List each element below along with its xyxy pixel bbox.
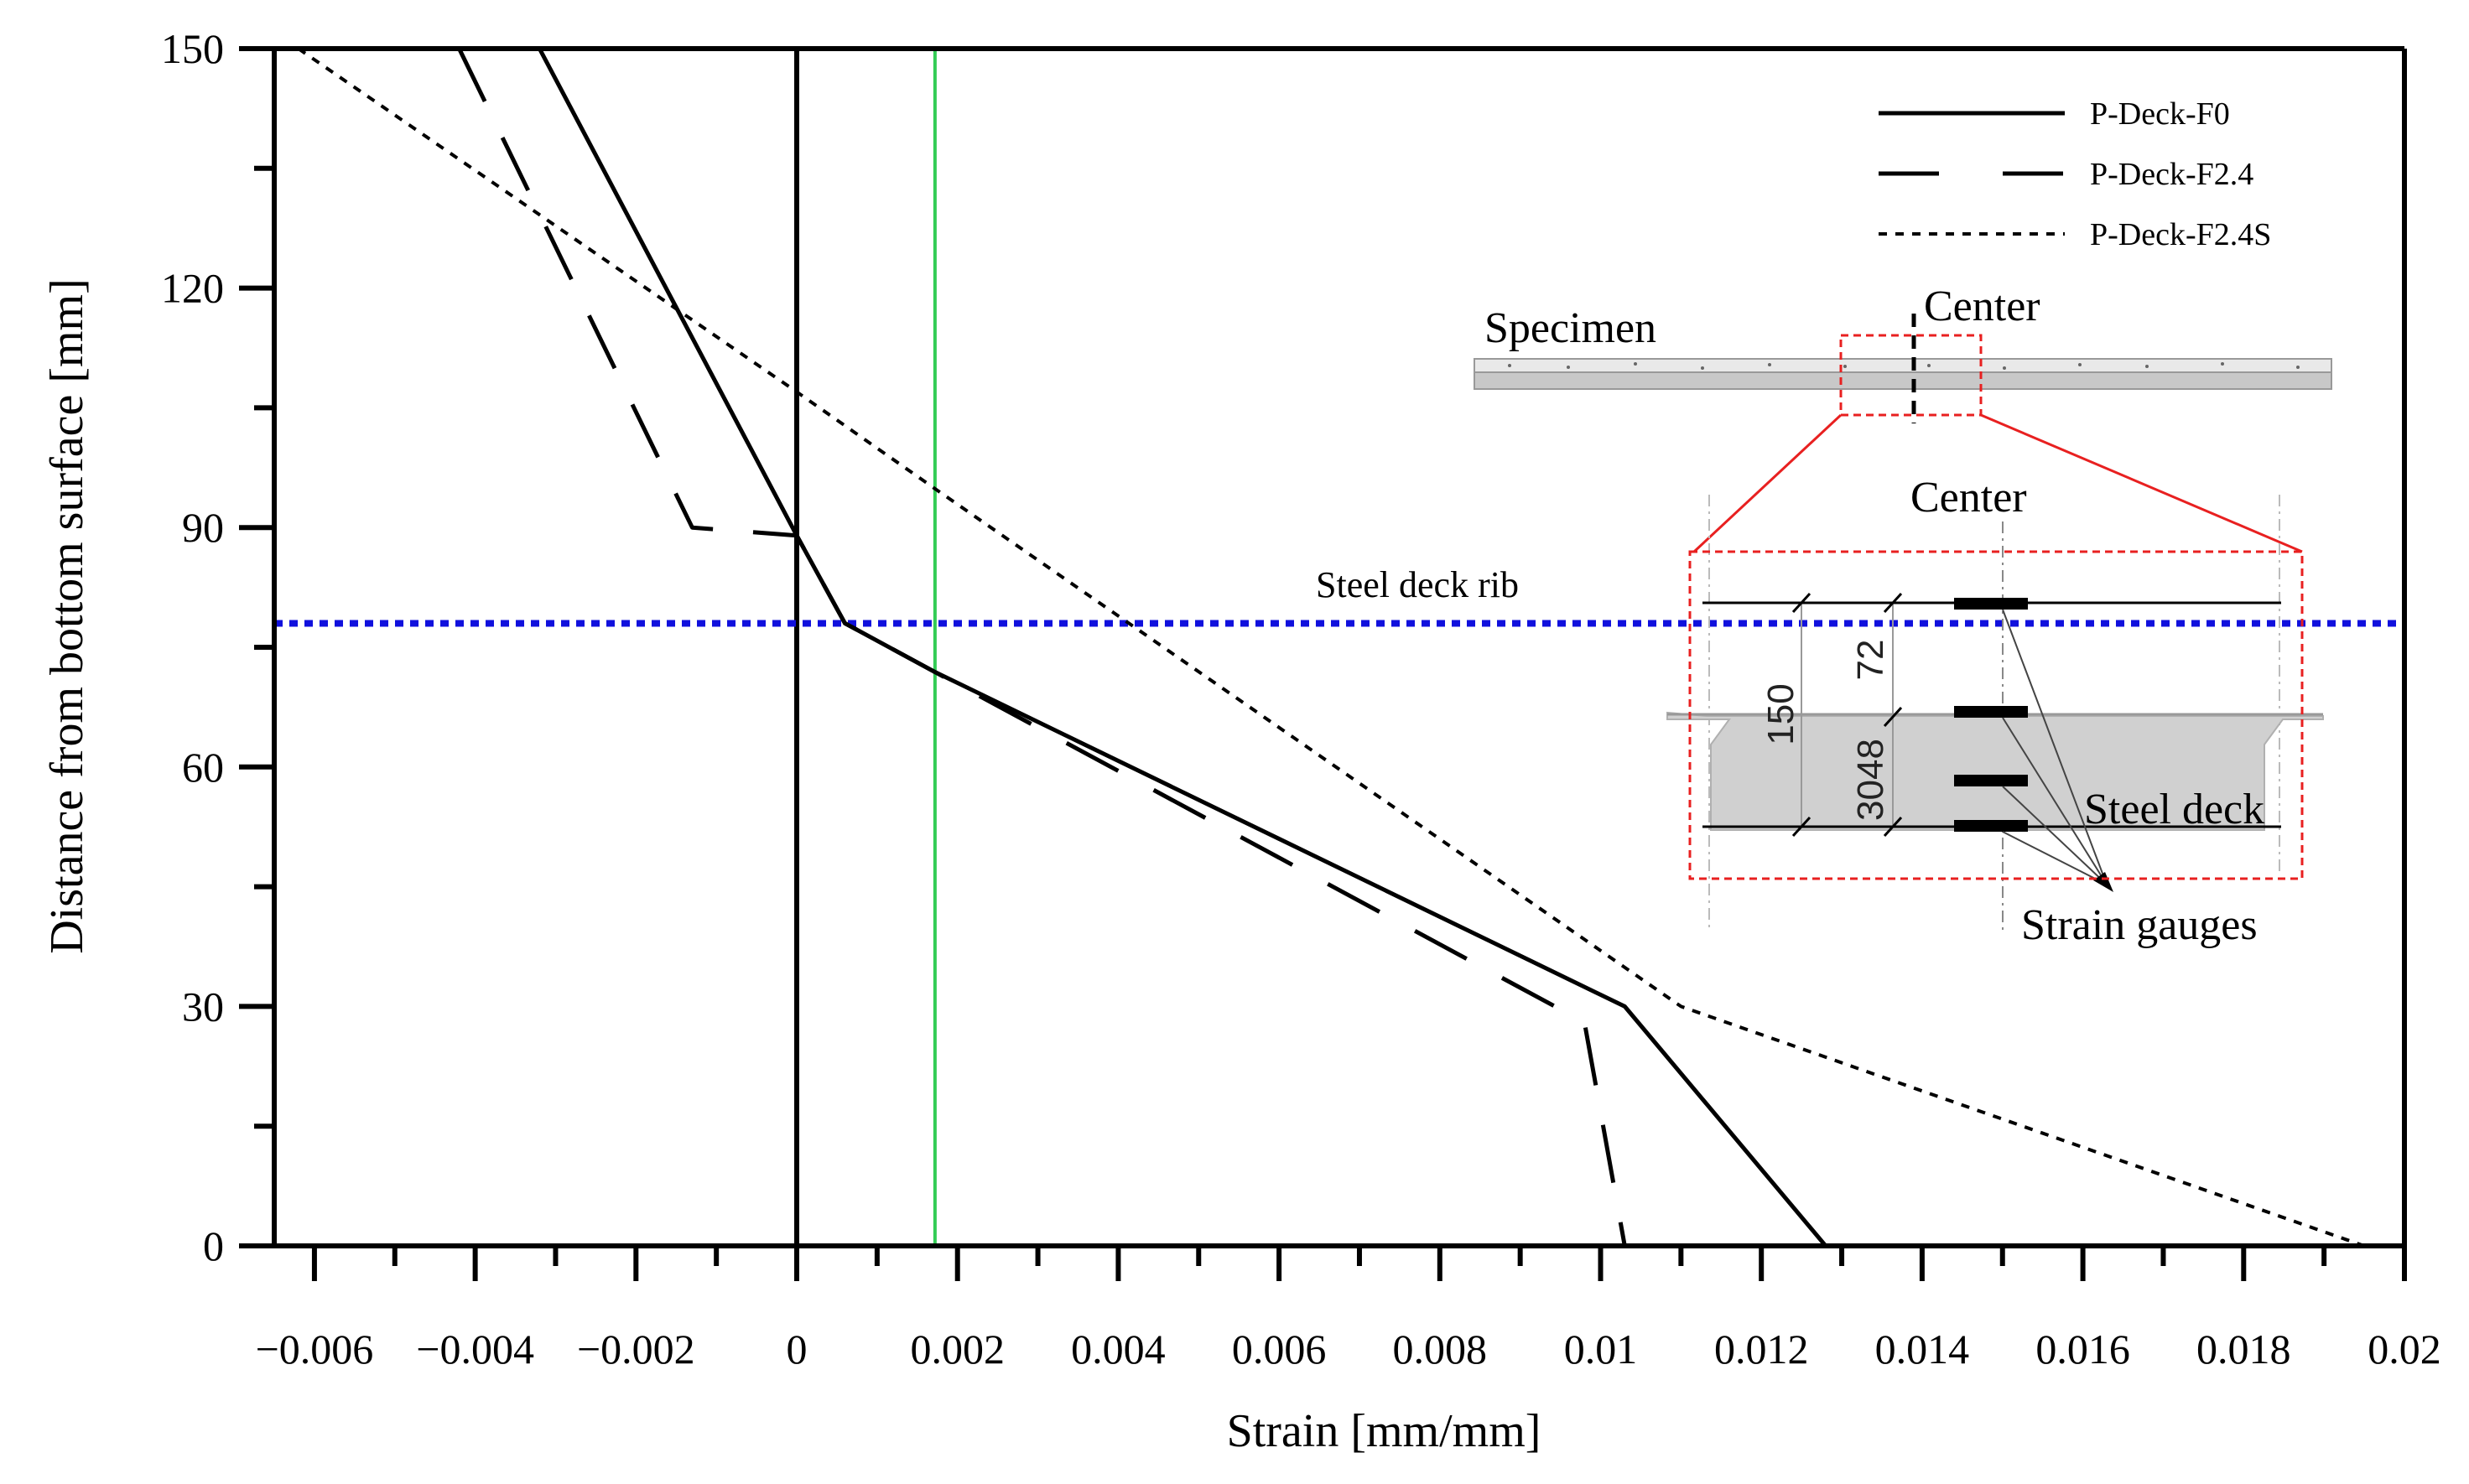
x-tick-label: 0.016 xyxy=(2035,1326,2130,1372)
y-tick-label: 60 xyxy=(182,744,224,791)
legend-label: P-Deck-F0 xyxy=(2090,96,2230,132)
zoom-connector-right xyxy=(1980,413,2303,553)
strain-gauges-label: Strain gauges xyxy=(2021,901,2258,949)
dim-150: 150 xyxy=(1760,683,1801,745)
y-tick-label: 90 xyxy=(182,504,224,551)
x-tick-label: −0.004 xyxy=(416,1326,534,1372)
dim-3048: 3048 xyxy=(1850,739,1891,821)
y-axis-title: Distance from bottom surface [mm] xyxy=(41,278,93,954)
specimen-slab xyxy=(1474,358,2332,373)
center-label-detail: Center xyxy=(1910,474,2027,521)
specimen-inset: Specimen Center Center 150 72 3048 xyxy=(1474,283,2332,949)
strain-gauge xyxy=(1954,598,2028,610)
x-tick-label: 0.02 xyxy=(2368,1326,2441,1372)
x-tick-label: 0.01 xyxy=(1564,1326,1638,1372)
dim-72: 72 xyxy=(1850,640,1891,681)
x-tick-label: 0.004 xyxy=(1071,1326,1166,1372)
series-p-deck-f0 xyxy=(538,47,1827,1248)
x-tick-label: 0.008 xyxy=(1393,1326,1488,1372)
center-label-top: Center xyxy=(1924,283,2040,330)
specimen-label: Specimen xyxy=(1484,304,1656,352)
x-tick-label: 0.002 xyxy=(910,1326,1005,1372)
x-tick-label: 0.006 xyxy=(1232,1326,1327,1372)
gauge-pointer-arrow xyxy=(2093,872,2113,892)
series-p-deck-f2-4 xyxy=(457,47,1627,1247)
steel-deck-label: Steel deck xyxy=(2084,786,2264,833)
legend-label: P-Deck-F2.4S xyxy=(2090,217,2271,252)
zoom-connector-left xyxy=(1692,413,1843,553)
specimen-deck xyxy=(1474,371,2332,390)
legend: P-Deck-F0 P-Deck-F2.4 P-Deck-F2.4S xyxy=(1879,96,2271,252)
y-tick-label: 120 xyxy=(161,265,224,312)
strain-gauge xyxy=(1954,775,2028,786)
strain-gauge xyxy=(1954,820,2028,832)
legend-label: P-Deck-F2.4 xyxy=(2090,157,2253,192)
x-tick-label: 0.012 xyxy=(1714,1326,1809,1372)
x-tick-label: −0.002 xyxy=(577,1326,695,1372)
zoom-box-large xyxy=(1688,550,2304,880)
y-tick-label: 150 xyxy=(161,25,224,72)
x-tick-label: 0 xyxy=(787,1326,808,1372)
x-axis-title: Strain [mm/mm] xyxy=(1227,1405,1541,1457)
y-tick-label: 0 xyxy=(203,1222,224,1269)
y-tick-label: 30 xyxy=(182,983,224,1030)
x-tick-label: 0.014 xyxy=(1875,1326,1970,1372)
series-p-deck-f2-4s xyxy=(297,47,2365,1248)
strain-gauge xyxy=(1954,706,2028,718)
x-tick-label: −0.006 xyxy=(256,1326,374,1372)
zoom-box-small xyxy=(1839,334,1983,417)
steel-deck-rib-label: Steel deck rib xyxy=(1316,564,1519,605)
x-tick-label: 0.018 xyxy=(2196,1326,2291,1372)
